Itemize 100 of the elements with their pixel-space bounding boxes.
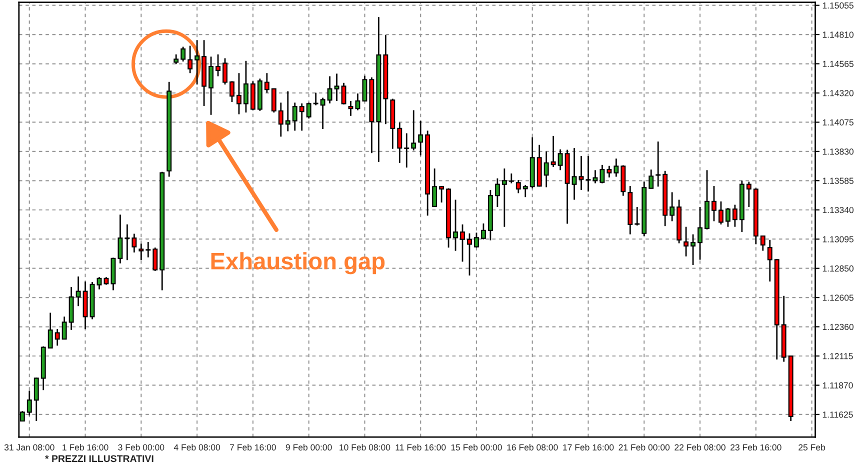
candlestick	[230, 80, 234, 103]
x-tick-label: 3 Feb 00:00	[118, 444, 164, 450]
candlestick	[698, 206, 702, 260]
y-tick-label: 1.13095	[822, 236, 854, 242]
candlestick	[194, 39, 200, 86]
annotation: Exhaustion gap	[211, 252, 385, 274]
x-tick-label: 22 Feb 08:00	[674, 444, 726, 450]
candlestick	[355, 92, 360, 111]
candlestick	[578, 155, 584, 191]
candlestick	[54, 328, 60, 346]
candlestick	[306, 102, 312, 120]
candlestick	[572, 147, 577, 200]
candlestick	[516, 179, 521, 194]
candlestick	[174, 54, 179, 65]
y-tick-label: 1.14565	[822, 60, 854, 68]
candlestick	[767, 239, 772, 282]
y-tick-label: 1.12360	[822, 324, 854, 330]
candlestick	[285, 90, 290, 132]
text: * PREZZI ILLUSTRATIVI	[45, 455, 154, 462]
candlestick	[732, 204, 738, 228]
candlestick	[243, 60, 248, 114]
y-tick-label: 1.13340	[822, 206, 854, 214]
x-tick-label: 1 Feb 16:00	[62, 444, 108, 450]
x-tick-label: 9 Feb 00:00	[286, 444, 332, 450]
x-tick-label: 4 Feb 08:00	[174, 444, 220, 450]
candlestick	[418, 120, 424, 156]
candlestick	[180, 46, 186, 62]
candlestick	[494, 178, 500, 208]
candlestick	[544, 150, 549, 188]
candlestick	[432, 168, 438, 208]
y-tick-label: 1.13830	[822, 148, 854, 155]
candlestick	[313, 92, 318, 106]
candlestick	[480, 222, 486, 240]
candlestick	[124, 224, 130, 261]
candlestick	[718, 200, 724, 226]
candlestick	[208, 56, 214, 116]
candlestick	[146, 241, 151, 258]
candlestick	[474, 232, 479, 248]
candlestick	[48, 312, 53, 349]
x-tick-label: 10 Feb 08:00	[340, 444, 390, 450]
candlestick	[264, 72, 270, 94]
candlestick	[460, 224, 465, 262]
y-tick-label: 1.14320	[822, 90, 854, 96]
x-tick-label: 21 Feb 00:00	[618, 444, 670, 450]
x-tick-label: 15 Feb 00:00	[451, 444, 502, 450]
candlestick	[188, 45, 193, 74]
candlestick	[712, 185, 716, 222]
candlestick	[592, 169, 598, 184]
candlestick	[334, 72, 340, 102]
candlestick	[76, 276, 81, 307]
candlestick	[271, 88, 276, 114]
candlestick	[138, 242, 144, 261]
x-tick-label: 23 Feb 16:00	[730, 444, 782, 450]
candlestick	[600, 164, 605, 184]
x-tick-label: 7 Feb 16:00	[230, 444, 276, 450]
candlestick	[614, 158, 619, 178]
candlestick	[467, 232, 472, 276]
candlestick	[453, 199, 458, 252]
y-tick-label: 1.13585	[822, 178, 854, 184]
candlestick	[118, 214, 123, 264]
candlestick	[746, 181, 752, 208]
candlestick	[236, 72, 242, 115]
candlestick	[550, 135, 556, 168]
candlestick	[132, 233, 137, 254]
candlestick	[341, 82, 346, 106]
candlestick	[278, 102, 284, 138]
x-tick-label: 17 Feb 16:00	[563, 444, 614, 450]
candlestick	[558, 148, 563, 171]
candlestick	[327, 76, 332, 104]
candlestick	[670, 192, 675, 222]
y-tick-label: 1.12605	[822, 294, 854, 301]
candlestick	[96, 276, 102, 290]
candlestick	[292, 102, 298, 132]
candlestick	[34, 376, 39, 422]
x-tick-label: 25 Feb	[798, 444, 826, 450]
x-tick-label: 31 Jan 08:00	[4, 444, 54, 450]
candlestick	[648, 168, 654, 189]
candlestick	[502, 168, 507, 228]
y-tick-label: 1.14075	[822, 119, 854, 126]
candlestick	[522, 184, 528, 198]
candlestick	[362, 74, 368, 102]
candlestick	[606, 165, 612, 178]
x-tick-label: 11 Feb 16:00	[396, 444, 446, 450]
candlestick	[152, 246, 158, 272]
candlestick	[439, 185, 444, 204]
y-tick-label: 1.11870	[822, 382, 853, 388]
candlestick	[222, 58, 228, 86]
y-tick-label: 1.12115	[822, 353, 853, 360]
candlestick	[690, 234, 696, 266]
candlestick	[725, 207, 730, 228]
candlestick	[508, 172, 514, 184]
candlestick	[26, 390, 32, 416]
candlestick	[586, 155, 591, 192]
candlestick	[348, 100, 354, 117]
candlestick	[320, 97, 326, 130]
y-tick-label: 1.14810	[822, 32, 854, 38]
candlestick	[216, 54, 220, 77]
y-tick-label: 1.12850	[822, 265, 854, 272]
y-tick-label: 1.15055	[822, 2, 854, 9]
candlestick	[411, 110, 416, 152]
